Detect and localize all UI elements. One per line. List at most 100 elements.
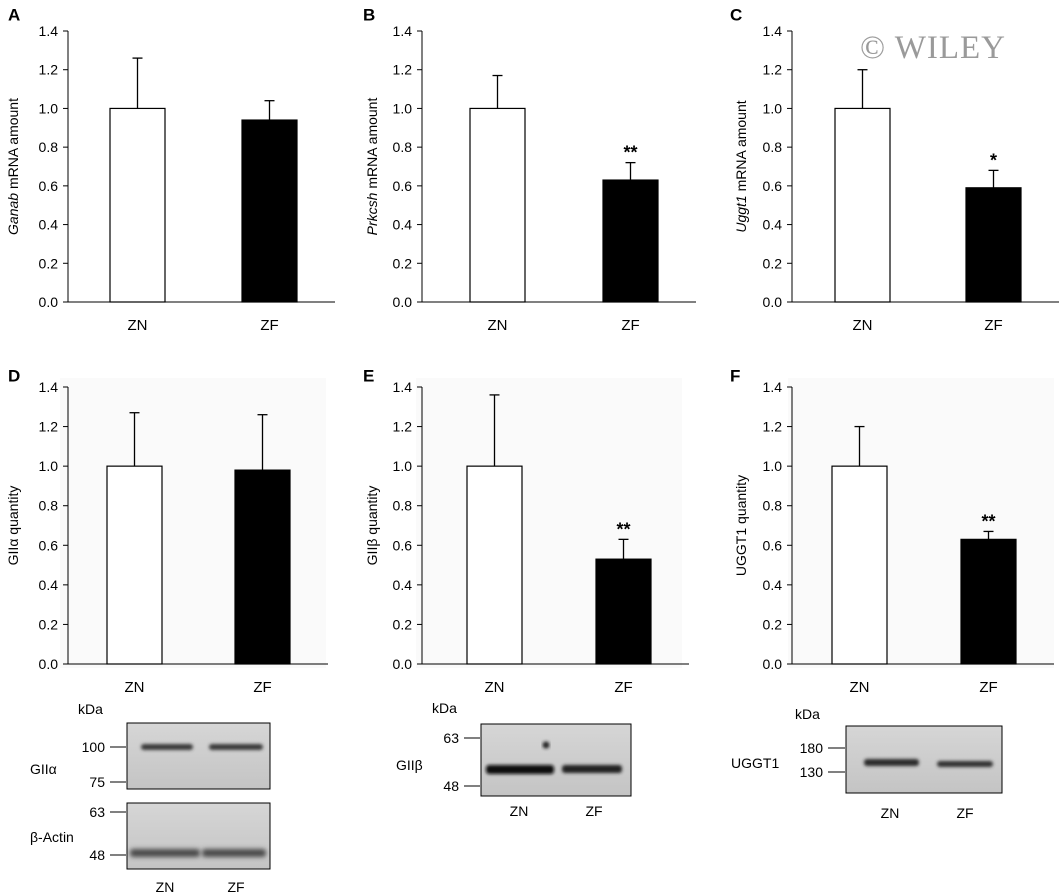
panel-label-a: A (8, 5, 20, 24)
y-tick-label-f: 0.2 (763, 616, 783, 632)
y-tick-label-a: 0.4 (39, 217, 59, 233)
y-tick-label-d: 0.0 (39, 656, 59, 672)
panel-label-c: C (730, 5, 742, 24)
blot-f-lane-zn: ZN (881, 805, 900, 821)
x-tick-label-b-zn: ZN (488, 317, 508, 334)
y-tick-label-c: 1.4 (763, 23, 783, 39)
y-tick-label-a: 0.6 (39, 178, 59, 194)
bar-b-zf (602, 179, 659, 303)
bar-a-zf (241, 119, 298, 303)
y-tick-label-e: 0.6 (393, 537, 413, 553)
blot-d-marker-63: 63 (89, 804, 105, 820)
y-tick-label-f: 0.6 (763, 537, 783, 553)
blot-e-band-zn (486, 765, 554, 774)
bar-f-zn (831, 465, 888, 665)
blot-f-band-zf (937, 761, 993, 767)
y-tick-label-f: 1.4 (763, 379, 783, 395)
watermark: © WILEY (860, 30, 1006, 66)
significance-marker-e: ** (616, 519, 630, 539)
x-tick-label-d-zf: ZF (253, 679, 271, 696)
y-tick-label-c: 0.4 (763, 217, 783, 233)
x-tick-label-f-zn: ZN (850, 679, 870, 696)
x-tick-label-d-zn: ZN (125, 679, 145, 696)
significance-marker-b: ** (623, 143, 637, 163)
x-tick-label-f-zf: ZF (979, 679, 997, 696)
blot-d-band-zf-1 (209, 744, 263, 750)
y-tick-label-a: 0.2 (39, 255, 59, 271)
blot-d-marker-75: 75 (89, 774, 105, 790)
blot-d-protein-1: GIIα (30, 761, 57, 777)
blot-d-lane-zn: ZN (156, 879, 175, 895)
y-axis-label-d: GIIα quantity (5, 486, 21, 566)
blot-d-protein-2: β-Actin (30, 829, 74, 845)
x-tick-label-c-zn: ZN (853, 317, 873, 334)
blot-e-artifact-spot (542, 741, 550, 749)
y-tick-label-d: 1.0 (39, 458, 59, 474)
chart-d: D 0.0 0.2 0.4 0.6 0.8 1.0 1.2 1.4 GIIα quantity ZN… (5, 366, 328, 696)
significance-marker-f: ** (981, 511, 995, 531)
y-tick-label-e: 0.4 (393, 577, 413, 593)
y-tick-label-f: 1.2 (763, 419, 783, 435)
bar-d-zn (106, 465, 163, 665)
bar-e-zf (595, 558, 652, 665)
bar-d-zf (234, 469, 291, 665)
blot-d-kda-label: kDa (78, 701, 103, 717)
x-tick-label-a-zn: ZN (128, 317, 148, 334)
y-tick-label-e: 1.4 (393, 379, 413, 395)
blot-f-marker-130: 130 (800, 764, 824, 780)
blot-d-strip-1 (126, 722, 271, 790)
y-tick-label-c: 0.0 (763, 294, 783, 310)
y-tick-label-c: 0.6 (763, 178, 783, 194)
y-tick-label-e: 0.2 (393, 616, 413, 632)
y-tick-label-d: 1.4 (39, 379, 59, 395)
blot-f: kDa UGGT1 180 130 ZN ZF (731, 706, 1003, 821)
bar-e-zn (466, 465, 523, 665)
x-tick-label-c-zf: ZF (984, 317, 1002, 334)
y-tick-label-b: 0.4 (393, 217, 413, 233)
y-tick-label-d: 0.2 (39, 616, 59, 632)
blot-d-lane-zf: ZF (227, 879, 244, 895)
y-tick-label-f: 0.8 (763, 498, 783, 514)
y-tick-label-d: 0.4 (39, 577, 59, 593)
blot-e-lane-zn: ZN (510, 803, 529, 819)
y-axis-label-f: UGGT1 quantity (733, 475, 749, 576)
y-tick-label-e: 0.8 (393, 498, 413, 514)
y-tick-label-b: 0.8 (393, 139, 413, 155)
blot-e-kda-label: kDa (432, 700, 457, 716)
y-tick-label-e: 1.0 (393, 458, 413, 474)
blot-f-band-zn (864, 759, 919, 766)
chart-f: F 0.0 0.2 0.4 0.6 0.8 1.0 1.2 1.4 UGGT1 quantity Z… (730, 366, 1054, 696)
panel-label-d: D (8, 366, 20, 385)
blot-d-marker-100: 100 (82, 739, 106, 755)
y-tick-label-c: 1.0 (763, 100, 783, 116)
y-tick-label-e: 1.2 (393, 419, 413, 435)
y-tick-label-b: 1.2 (393, 62, 413, 78)
chart-b: B 0.0 0.2 0.4 0.6 0.8 1.0 1.2 1.4 Prkcsh mRNA amo… (363, 5, 696, 334)
blot-e-marker-48: 48 (443, 778, 459, 794)
blot-e-marker-63: 63 (443, 730, 459, 746)
y-axis-label-e: GIIβ quantity (364, 486, 380, 566)
y-tick-label-a: 1.2 (39, 62, 59, 78)
chart-e: E 0.0 0.2 0.4 0.6 0.8 1.0 1.2 1.4 GIIβ quantity ZN… (363, 366, 689, 696)
y-tick-label-a: 0.0 (39, 294, 59, 310)
charts: A 0.0 0.2 0.4 0.6 0.8 1.0 1.2 1.4 Ganab mRNA amou… (5, 5, 1059, 696)
blot-e-strip (480, 723, 632, 797)
y-tick-label-e: 0.0 (393, 656, 413, 672)
x-tick-label-a-zf: ZF (260, 317, 278, 334)
y-tick-label-b: 1.4 (393, 23, 413, 39)
blot-d-band-zf-2 (202, 849, 266, 857)
y-tick-label-b: 0.6 (393, 178, 413, 194)
blot-d-marker-48: 48 (89, 847, 105, 863)
blot-f-protein: UGGT1 (731, 755, 779, 771)
blot-f-lane-zf: ZF (956, 805, 973, 821)
y-tick-label-c: 0.8 (763, 139, 783, 155)
panel-label-f: F (730, 366, 740, 385)
blot-f-marker-180: 180 (800, 740, 824, 756)
bar-f-zf (960, 538, 1017, 665)
y-axis-label-a: Ganab mRNA amount (5, 98, 21, 235)
y-axis-label-c: Uggt1 mRNA amount (733, 100, 749, 232)
bar-b-zn (469, 107, 526, 303)
y-tick-label-d: 0.6 (39, 537, 59, 553)
blot-d-band-zn-1 (141, 744, 193, 750)
